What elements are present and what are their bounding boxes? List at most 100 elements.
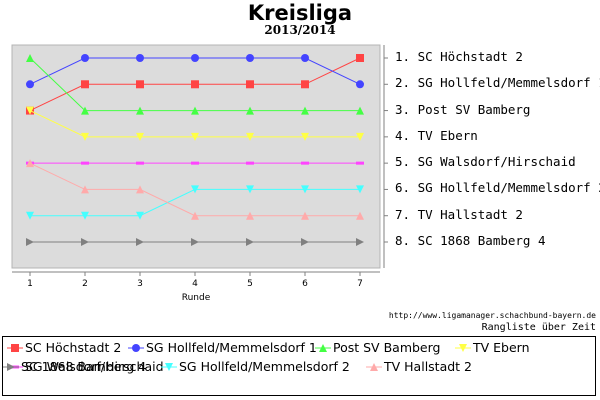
data-point [26,106,34,115]
data-point [356,106,364,115]
data-point [136,106,144,115]
data-point [26,80,34,89]
rank-label: 8. SC 1868 Bamberg 4 [395,233,546,248]
data-point [26,159,34,168]
data-point [356,185,364,194]
rank-label: 3. Post SV Bamberg [395,101,531,117]
data-point [81,54,89,62]
data-point [136,185,144,194]
x-tick-label: 4 [192,279,198,289]
x-tick-label: 7 [357,279,363,289]
legend-swatch [366,362,382,371]
data-point [81,211,89,220]
legend-swatch [315,343,331,352]
rank-label: 1. SC Höchstadt 2 [395,49,523,64]
data-point [81,161,89,165]
data-point [301,132,309,141]
data-point [81,106,89,115]
data-point [81,132,89,141]
data-point [246,211,254,220]
legend-label: SG Hollfeld/Memmelsdorf 2 [179,359,350,374]
chart-subtitle: 2013/2014 [264,23,336,37]
data-point [301,185,309,194]
data-point [301,80,309,89]
series-3 [26,54,364,115]
data-point [81,80,89,89]
series-2 [26,54,364,89]
data-point [191,185,199,194]
data-point [301,238,309,246]
legend-item: TV Ebern [455,340,530,355]
x-axis-label: Runde [182,293,211,303]
data-point [191,238,199,246]
data-point [191,161,199,165]
x-tick-label: 1 [27,279,33,289]
legend-item: Post SV Bamberg [315,340,440,355]
data-point [246,161,254,165]
legend-swatch [128,343,144,352]
data-point [246,80,254,89]
legend-label: TV Ebern [473,340,530,355]
legend-item: SG Hollfeld/Memmelsdorf 2 [161,359,350,374]
data-point [301,211,309,220]
data-point [191,132,199,141]
data-point [26,238,34,246]
data-point [301,106,309,115]
data-point [191,211,199,220]
rank-label: 7. TV Hallstadt 2 [395,206,523,222]
legend-label: SC 1868 Bamberg 4 [21,359,147,374]
data-point [26,54,34,62]
data-point [356,132,364,141]
data-point [356,161,364,165]
data-point [136,54,144,62]
data-point [136,161,144,165]
data-point [246,132,254,141]
data-point [246,54,254,62]
series-8 [26,238,364,246]
plot-area [11,44,381,269]
legend-label: SC Höchstadt 2 [25,340,122,355]
data-point [356,211,364,220]
series-7 [26,159,364,220]
legend-label: TV Hallstadt 2 [384,359,473,374]
data-point [136,238,144,246]
data-point [356,54,364,62]
x-tick-label: 5 [247,279,253,289]
x-tick-label: 3 [137,279,143,289]
legend-item: SC 1868 Bamberg 4 [3,359,146,374]
legend-swatch [3,362,19,371]
legend-item: TV Hallstadt 2 [366,359,472,374]
source-url: http://www.ligamanager.schachbund-bayern… [388,311,596,320]
legend: SC Höchstadt 2 SG Hollfeld/Memmelsdorf 1 P… [2,336,596,396]
data-point [136,211,144,220]
x-tick-label: 6 [302,279,308,289]
rank-label: 2. SG Hollfeld/Memmelsdorf 1 [395,75,600,91]
legend-item: SG Hollfeld/Memmelsdorf 1 [128,340,317,355]
data-point [191,106,199,115]
data-point [356,238,364,246]
data-point [136,80,144,89]
series-6 [26,185,364,220]
data-point [26,211,34,220]
data-point [246,185,254,194]
data-point [301,54,309,62]
legend-label: SG Walsdorf/Hirschaid [25,359,164,374]
data-point [81,185,89,194]
chart-caption: Rangliste über Zeit [481,322,596,333]
legend-swatch [455,343,471,352]
x-tick-label: 2 [82,279,88,289]
data-point [191,54,199,62]
legend-label: SG Hollfeld/Memmelsdorf 1 [146,340,317,355]
data-point [246,106,254,115]
chart-title: Kreisliga [247,1,353,25]
rank-label: 4. TV Ebern [395,127,478,143]
data-point [81,238,89,246]
rank-label: 5. SG Walsdorf/Hirschaid [395,154,576,170]
legend-label: Post SV Bamberg [333,340,441,355]
data-point [356,80,364,89]
legend-swatch [161,362,177,371]
rank-label: 6. SG Hollfeld/Memmelsdorf 2 [395,180,600,196]
legend-item: SC Höchstadt 2 [7,340,121,355]
data-point [246,238,254,246]
legend-swatch [7,343,23,352]
